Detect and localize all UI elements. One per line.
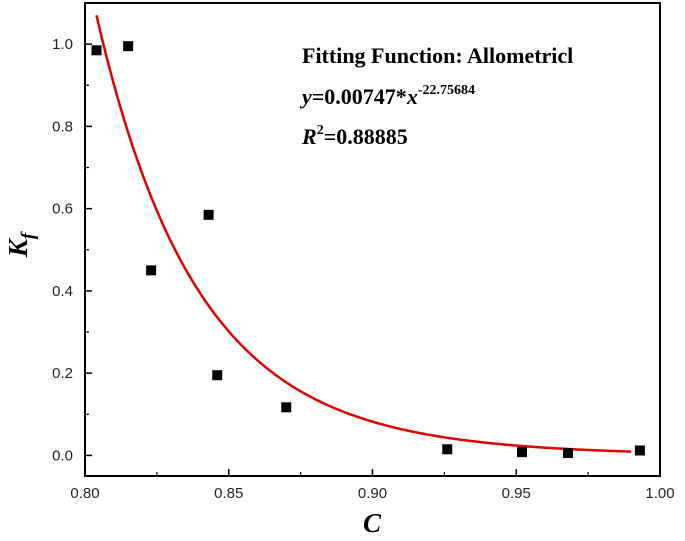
annotation-r-sup: 2 <box>317 123 324 138</box>
x-tick-label: 1.00 <box>645 485 674 502</box>
data-point <box>517 447 527 458</box>
y-tick-label: 0.2 <box>52 365 73 382</box>
y-tick-label: 0.0 <box>52 447 73 464</box>
data-point <box>634 445 645 456</box>
data-point <box>203 209 214 220</box>
annotation-r-value: =0.88885 <box>324 124 408 149</box>
y-tick-label: 0.4 <box>52 283 73 300</box>
annotation-r-var: R <box>301 124 317 149</box>
x-tick-label: 0.80 <box>70 485 99 502</box>
data-point <box>146 265 157 276</box>
annotation-x-var: x <box>406 84 418 109</box>
x-axis-title: C <box>363 508 382 538</box>
y-tick-labels: 0.0 0.2 0.4 0.6 0.8 1.0 <box>52 36 73 464</box>
y-axis-title: Kf <box>3 231 39 258</box>
annotation-exponent: -22.75684 <box>418 83 475 98</box>
x-tick-labels: 0.80 0.85 0.90 0.95 1.00 <box>70 485 674 502</box>
y-tick-label: 1.0 <box>52 36 73 53</box>
y-tick-label: 0.8 <box>52 118 73 135</box>
x-tick-label: 0.90 <box>358 485 387 502</box>
data-point <box>123 41 134 52</box>
y-axis-title-sub: f <box>18 231 39 239</box>
axis-ticks <box>84 43 661 476</box>
annotation-line-2: y=0.00747*x-22.75684 <box>299 83 475 109</box>
annotation-eq-mid: =0.00747* <box>312 84 407 109</box>
data-point <box>281 402 292 413</box>
annotation-line-3: R2=0.88885 <box>301 123 408 149</box>
x-tick-label: 0.85 <box>214 485 243 502</box>
y-axis-title-main: K <box>3 237 33 258</box>
x-tick-label: 0.95 <box>502 485 531 502</box>
data-points <box>91 41 645 458</box>
data-point <box>442 444 453 455</box>
data-point <box>563 447 573 458</box>
annotation-y-var: y <box>299 84 312 109</box>
y-tick-label: 0.6 <box>52 201 73 218</box>
data-point <box>91 45 102 56</box>
data-point <box>212 370 223 381</box>
annotation-line-1: Fitting Function: Allometricl <box>302 43 573 68</box>
fit-curve <box>95 15 632 453</box>
